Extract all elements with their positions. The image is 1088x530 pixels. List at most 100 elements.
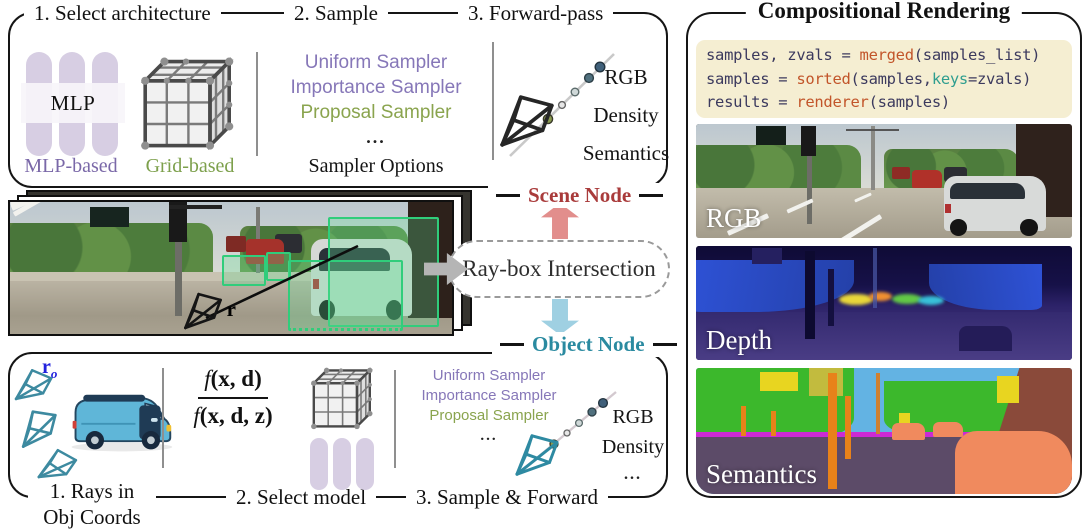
f-symbol: f [204, 366, 211, 391]
object-rays-label: ro [42, 356, 57, 382]
code-text: samples, zvals = [706, 46, 860, 64]
step-forward-pass: 3. Forward-pass [458, 0, 614, 27]
compositional-rendering-panel: Compositional Rendering samples, zvals =… [686, 0, 1082, 498]
sampler-options-caption: Sampler Options [308, 155, 444, 177]
rgb-render-image: RGB [696, 124, 1072, 238]
depth-render-image: Depth [696, 246, 1072, 360]
obj-frustum-icon [9, 363, 58, 409]
scene-node-label: Scene Node [488, 183, 672, 208]
ellipsis: ... [480, 428, 498, 444]
mlp-based-caption: MLP-based [24, 155, 118, 177]
denominator-args: (x, d, z) [199, 403, 273, 428]
sampler-proposal: Proposal Sampler [429, 407, 549, 424]
scene-ray [205, 244, 359, 320]
code-text: (samples, [850, 69, 933, 88]
code-text: =zvals) [967, 69, 1032, 88]
divider [492, 42, 494, 160]
traffic-light [169, 202, 187, 242]
code-text: (samples) [868, 93, 951, 111]
bounding-box-car-1 [222, 254, 267, 287]
code-function: merged [859, 46, 915, 64]
scene-node-arrow-icon [541, 203, 579, 239]
forward-outputs: RGB Density Semantics ... [570, 58, 682, 198]
traffic-light-pole [175, 241, 183, 316]
bounding-box-suv [288, 260, 404, 332]
obj-forward-outputs: RGB Density ... [588, 402, 678, 488]
divider [256, 52, 258, 156]
sampler-uniform: Uniform Sampler [304, 52, 448, 73]
mlp-label: MLP [21, 83, 125, 123]
code-line-1: samples, zvals = merged(samples_list) [706, 44, 1062, 68]
output-density: Density [593, 103, 659, 127]
grid-cube-icon [300, 356, 382, 436]
formula-numerator: f(x, d) [198, 366, 268, 399]
step-select-architecture: 1. Select architecture [24, 0, 221, 27]
step-rays-obj-coords: 1. Rays in Obj Coords [28, 478, 156, 530]
dark-building [407, 202, 452, 319]
ellipsis: ... [366, 127, 386, 147]
ellipsis: ... [624, 466, 642, 483]
model-formula: f(x, d) f(x, d, z) [170, 366, 296, 429]
scene-camera-frustum-icon [178, 289, 228, 333]
output-rgb: RGB [604, 65, 648, 89]
suv-shape [944, 176, 1046, 236]
white-suv [310, 238, 413, 321]
output-density: Density [601, 436, 665, 458]
code-function: sorted [796, 69, 851, 88]
camera-frustum-icon [496, 90, 558, 152]
step1-line2: Obj Coords [43, 505, 141, 529]
semantics-render-image: Semantics [696, 368, 1072, 494]
semantics-image-label: Semantics [706, 459, 817, 489]
code-text: (samples_list) [913, 46, 1041, 64]
grid-based-caption: Grid-based [145, 155, 235, 177]
code-text: results = [706, 93, 797, 111]
sampler-uniform: Uniform Sampler [432, 367, 546, 384]
bounding-box-car-2 [266, 252, 291, 282]
step1-line1: 1. Rays in [49, 479, 135, 503]
sampler-proposal: Proposal Sampler [300, 102, 452, 123]
code-keyword: keys [931, 69, 968, 88]
code-line-3: results = renderer(samples) [706, 91, 1062, 115]
obj-sampler-options-list: Uniform Sampler Importance Sampler Propo… [404, 366, 574, 446]
r-text: r [42, 356, 51, 378]
object-node-arrow-icon [541, 299, 579, 335]
scene-node-text: Scene Node [528, 183, 632, 207]
sampler-options-list: Uniform Sampler Importance Sampler Propo… [262, 50, 490, 150]
crossarm [169, 204, 223, 209]
code-function: renderer [796, 93, 869, 111]
rgb-image-label: RGB [706, 203, 762, 233]
van-icon [71, 394, 173, 452]
mlp-pills-icon [310, 438, 374, 490]
f-symbol: f [193, 403, 200, 428]
car-shape [955, 431, 1072, 494]
divider [394, 370, 396, 468]
ray-label: r [226, 297, 236, 322]
output-semantics: Semantics [582, 141, 670, 165]
code-block: samples, zvals = merged(samples_list) sa… [696, 40, 1072, 118]
numerator-args: (x, d) [210, 366, 262, 391]
object-node-pipeline-box: 1. Rays in Obj Coords 2. Select model 3.… [8, 352, 668, 530]
mlp-icon: MLP [21, 52, 125, 156]
depth-image-label: Depth [706, 325, 772, 355]
object-node-label: Object Node [492, 332, 685, 357]
object-node-text: Object Node [532, 332, 645, 356]
formula-denominator: f(x, d, z) [193, 399, 272, 429]
scene-node-pipeline-box: 1. Select architecture 2. Sample 3. Forw… [8, 0, 669, 195]
ray-samples-icon [509, 53, 615, 157]
r-subscript: o [50, 366, 58, 381]
output-rgb: RGB [612, 406, 654, 428]
code-line-2: samples = sorted(samples,keys=zvals) [706, 68, 1062, 92]
road-horizon [10, 271, 452, 282]
divider [162, 368, 164, 468]
raybox-intersection-text: Ray-box Intersection [462, 256, 656, 281]
raybox-intersection-box: Ray-box Intersection [448, 240, 670, 298]
sampler-importance: Importance Sampler [290, 77, 462, 98]
grid-cube-icon [126, 40, 246, 160]
obj-camera-frustum-icon [510, 430, 564, 480]
scene-image: r [8, 200, 454, 336]
step-sample: 2. Sample [284, 0, 388, 27]
street-sign [89, 207, 130, 228]
step-sample-forward: 3. Sample & Forward [406, 483, 608, 511]
sampler-importance: Importance Sampler [421, 387, 557, 404]
